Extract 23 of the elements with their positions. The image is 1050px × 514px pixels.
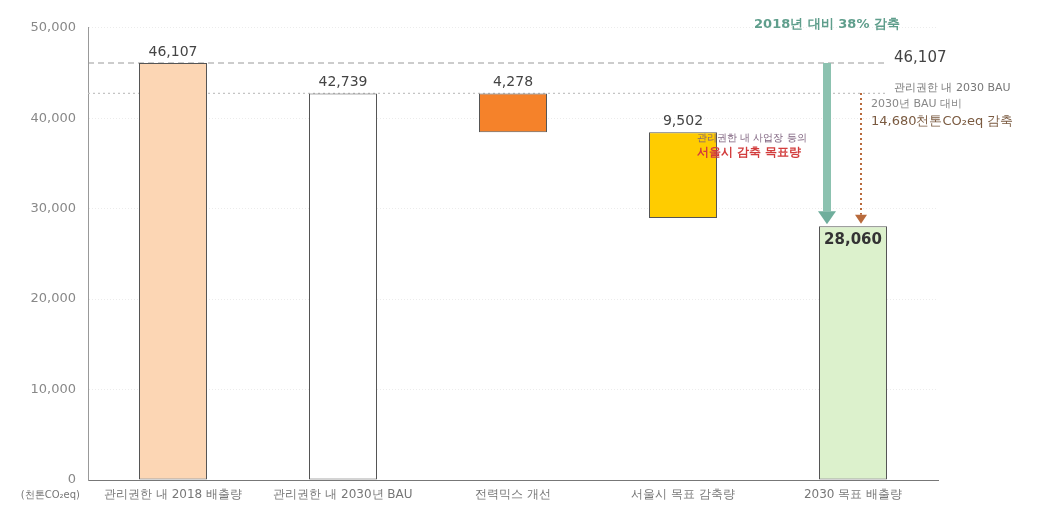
x-tick-label: 서울시 목표 감축량 — [631, 487, 735, 502]
x-tick-label: 2030 목표 배출량 — [803, 487, 903, 502]
data-label: 28,060 — [824, 230, 882, 249]
data-label: 9,502 — [662, 111, 704, 128]
y-tick-label: 30,000 — [30, 200, 76, 216]
y-tick-label: 10,000 — [30, 380, 76, 396]
y-tick-label: 40,000 — [30, 109, 76, 125]
x-tick-label: 관리권한 내 2018 배출량 — [104, 487, 242, 502]
y-tick-label: 20,000 — [30, 290, 76, 306]
x-tick-label: 전력믹스 개선 — [475, 487, 551, 502]
annotation: 14,680천톤CO₂eq 감축 — [871, 112, 1014, 128]
ref-line-label: 관리권한 내 2030 BAU — [894, 81, 1011, 95]
annotation: 2018년 대비 38% 감축 — [754, 16, 900, 32]
data-label: 46,107 — [148, 42, 198, 59]
x-tick-label: 관리권한 내 2030년 BAU — [273, 487, 413, 502]
ref-line-label: 46,107 — [894, 47, 947, 66]
annotation: 2030년 BAU 대비 — [871, 97, 963, 111]
data-label: 42,739 — [318, 73, 368, 90]
y-axis-title: (천톤CO₂eq) — [20, 488, 81, 500]
y-tick-label: 0 — [67, 471, 76, 487]
annotation: 관리권한 내 사업장 등의 — [697, 131, 807, 143]
data-label: 4,278 — [492, 73, 534, 90]
y-tick-label: 50,000 — [30, 19, 76, 35]
